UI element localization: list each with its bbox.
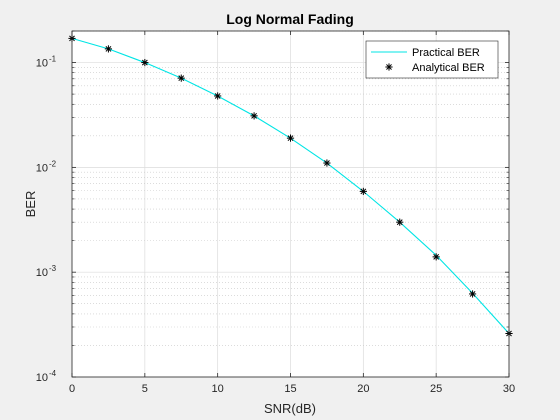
x-tick-label: 10 (212, 383, 224, 395)
data-point-analytical-6 (286, 134, 295, 142)
data-point-analytical-4 (214, 92, 222, 100)
x-tick-label: 20 (357, 383, 369, 395)
chart-title: Log Normal Fading (226, 11, 354, 27)
y-tick-exponent: -2 (49, 159, 57, 168)
x-axis-label: SNR(dB) (264, 401, 316, 416)
x-tick-label: 25 (430, 383, 442, 395)
legend-label-practical: Practical BER (412, 47, 480, 59)
y-axis-label: BER (23, 191, 38, 218)
data-point-analytical-3 (177, 74, 185, 82)
marker-stroke (287, 135, 294, 142)
data-point-analytical-8 (359, 187, 367, 195)
x-tick-label: 0 (69, 383, 75, 395)
legend-label-analytical: Analytical BER (412, 62, 485, 74)
y-tick-label: 10 (36, 162, 48, 174)
marker-stroke (433, 253, 440, 260)
legend-marker-analytical (385, 63, 393, 71)
data-point-analytical-11 (468, 290, 477, 298)
x-tick-label: 15 (284, 383, 296, 395)
x-tick-label: 30 (503, 383, 515, 395)
marker-stroke (214, 93, 221, 99)
y-tick-label: 10 (36, 58, 48, 70)
marker-stroke (360, 188, 367, 195)
marker-stroke (141, 59, 148, 66)
marker-stroke (386, 64, 392, 70)
series-layer (68, 34, 513, 338)
data-point-analytical-5 (250, 112, 258, 120)
data-point-analytical-2 (141, 58, 149, 67)
x-tick-label: 5 (142, 383, 148, 395)
y-tick-exponent: -4 (49, 369, 57, 378)
legend-box (365, 40, 499, 79)
y-tick-exponent: -1 (49, 55, 57, 64)
marker-stroke (178, 75, 185, 82)
data-point-analytical-10 (432, 253, 440, 261)
marker-stroke (324, 160, 330, 166)
marker-stroke (251, 112, 257, 119)
y-tick-label: 10 (36, 267, 48, 279)
marker-stroke (469, 291, 476, 297)
marker-stroke (105, 45, 112, 52)
legend-star-icon (385, 63, 393, 71)
data-point-analytical-1 (104, 45, 113, 53)
data-point-analytical-7 (323, 159, 331, 167)
y-tick-exponent: -3 (49, 264, 57, 273)
y-tick-label: 10 (36, 372, 48, 384)
legend: Practical BER Analytical BER (365, 40, 499, 79)
data-point-analytical-9 (396, 218, 404, 226)
marker-stroke (396, 219, 403, 226)
